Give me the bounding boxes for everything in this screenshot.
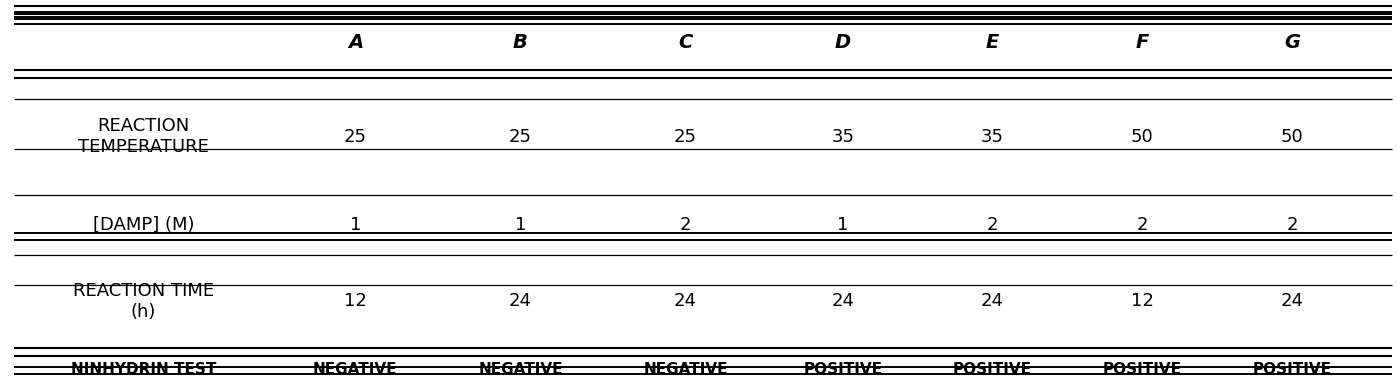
Text: POSITIVE: POSITIVE xyxy=(1252,362,1332,378)
Text: 2: 2 xyxy=(1136,216,1149,234)
Text: 25: 25 xyxy=(344,128,367,146)
Text: 35: 35 xyxy=(831,128,855,146)
Text: NEGATIVE: NEGATIVE xyxy=(644,362,727,378)
Text: 25: 25 xyxy=(674,128,697,146)
Text: 1: 1 xyxy=(350,216,361,234)
Text: 24: 24 xyxy=(509,293,532,310)
Text: B: B xyxy=(513,33,527,52)
Text: F: F xyxy=(1136,33,1149,52)
Text: 12: 12 xyxy=(1130,293,1154,310)
Text: 50: 50 xyxy=(1280,128,1304,146)
Text: A: A xyxy=(348,33,362,52)
Text: NEGATIVE: NEGATIVE xyxy=(313,362,397,378)
Text: REACTION
TEMPERATURE: REACTION TEMPERATURE xyxy=(78,117,208,156)
Text: 12: 12 xyxy=(344,293,367,310)
Text: 25: 25 xyxy=(509,128,532,146)
Text: 2: 2 xyxy=(986,216,999,234)
Text: 24: 24 xyxy=(981,293,1004,310)
Text: 24: 24 xyxy=(831,293,855,310)
Text: 24: 24 xyxy=(1280,293,1304,310)
Text: 2: 2 xyxy=(1286,216,1298,234)
Text: 50: 50 xyxy=(1130,128,1154,146)
Text: 1: 1 xyxy=(837,216,849,234)
Text: D: D xyxy=(835,33,851,52)
Text: G: G xyxy=(1284,33,1300,52)
Text: 24: 24 xyxy=(674,293,697,310)
Text: POSITIVE: POSITIVE xyxy=(1102,362,1182,378)
Text: NINHYDRIN TEST: NINHYDRIN TEST xyxy=(71,362,215,378)
Text: POSITIVE: POSITIVE xyxy=(953,362,1032,378)
Text: [DAMP] (M): [DAMP] (M) xyxy=(92,216,194,234)
Text: C: C xyxy=(679,33,693,52)
Text: 2: 2 xyxy=(680,216,691,234)
Text: NEGATIVE: NEGATIVE xyxy=(478,362,562,378)
Text: 35: 35 xyxy=(981,128,1004,146)
Text: 1: 1 xyxy=(515,216,526,234)
Text: REACTION TIME
(h): REACTION TIME (h) xyxy=(73,282,214,321)
Text: E: E xyxy=(986,33,999,52)
Text: POSITIVE: POSITIVE xyxy=(803,362,883,378)
